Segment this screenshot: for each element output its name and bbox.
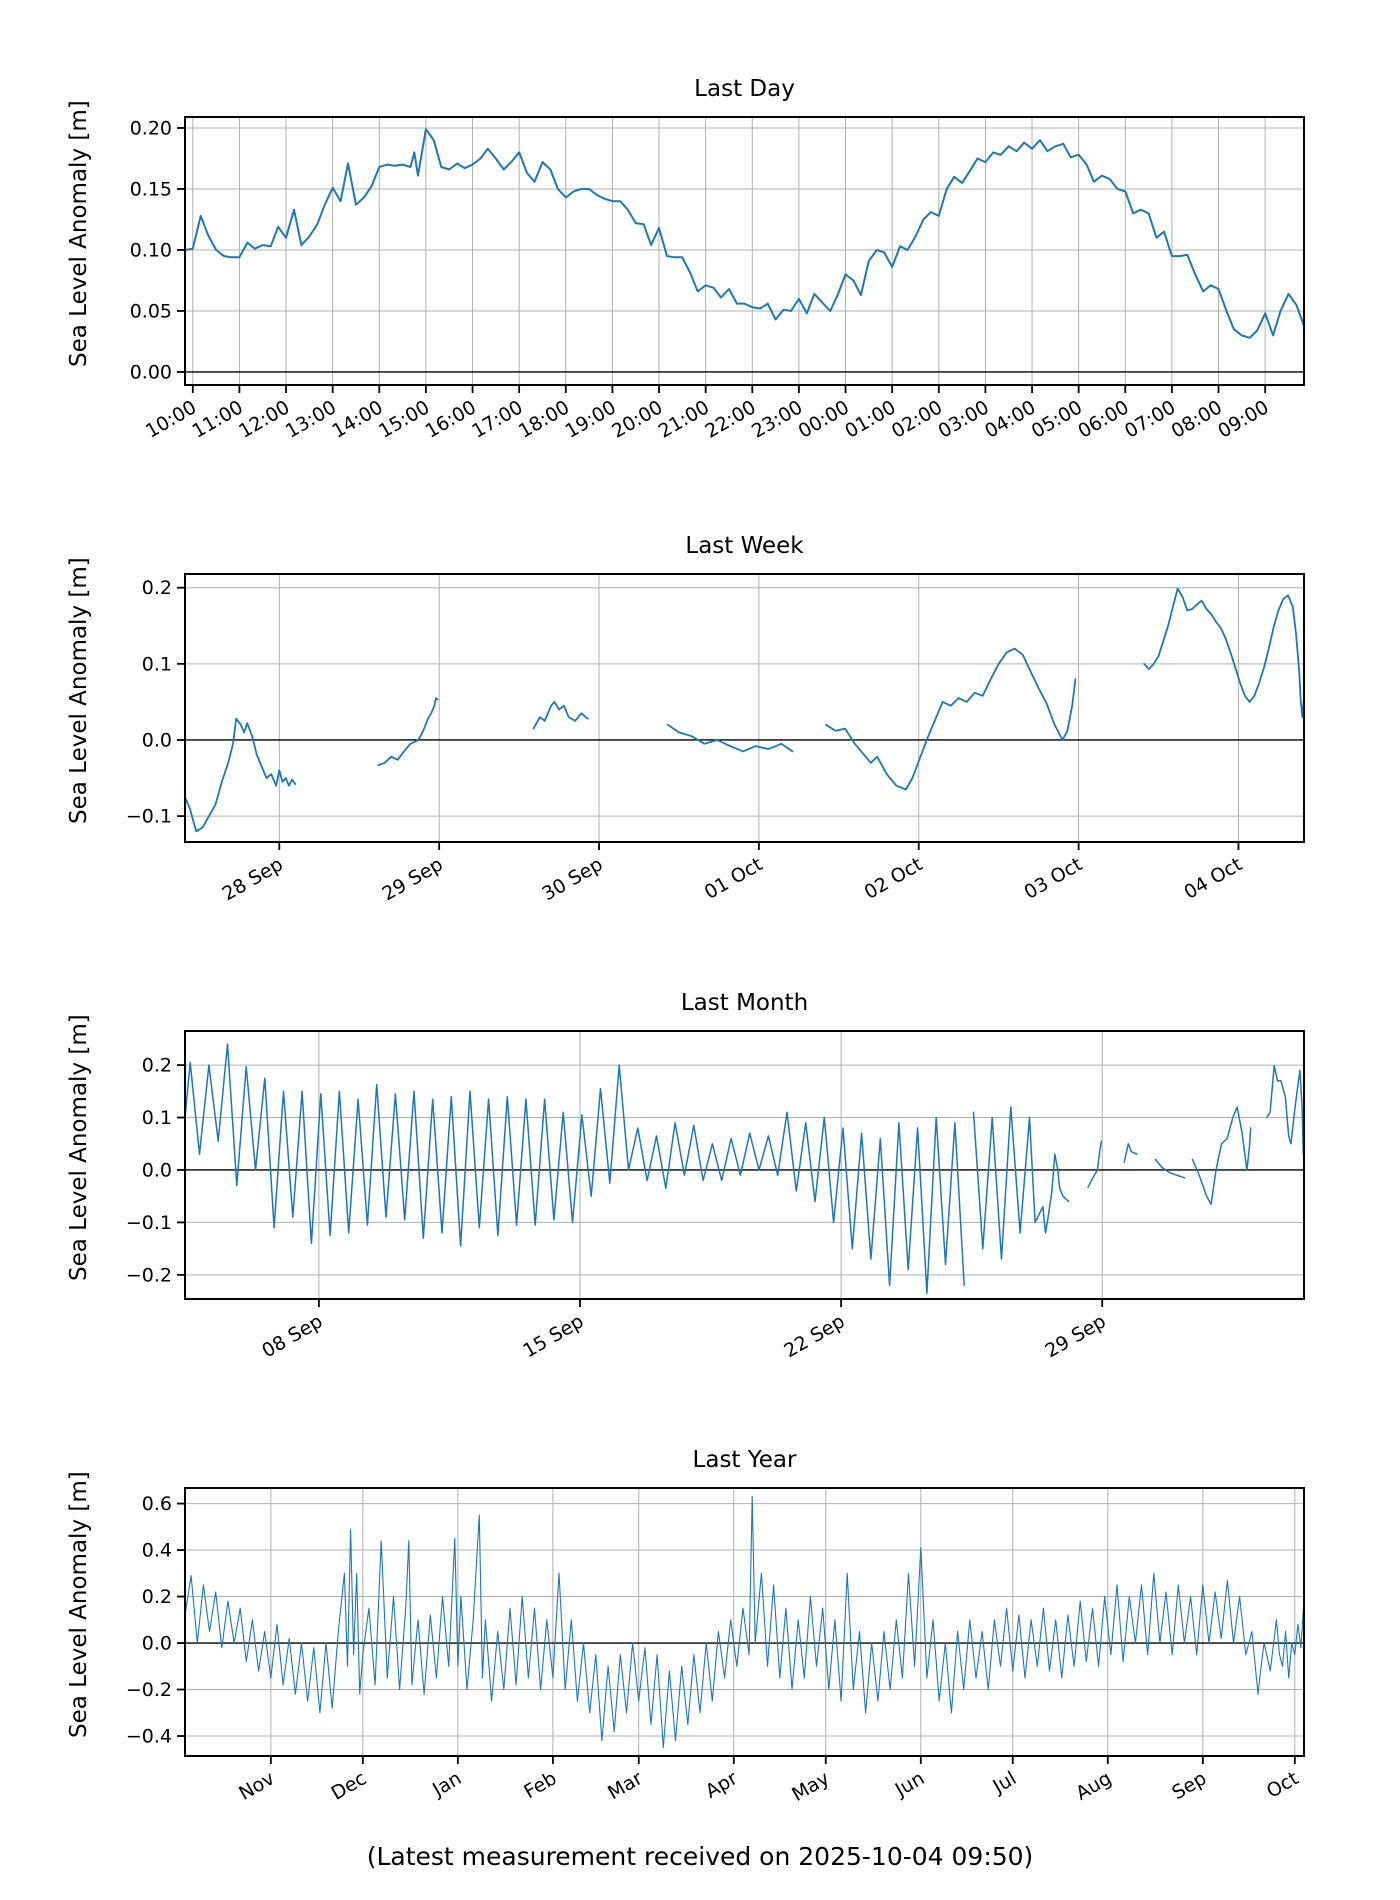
y-tick-label: 0.0 bbox=[142, 729, 172, 751]
x-tick-label: 20:00 bbox=[608, 396, 666, 442]
y-tick-label: 0.6 bbox=[142, 1493, 172, 1515]
x-tick-label: 04:00 bbox=[981, 396, 1039, 442]
x-tick-label: Mar bbox=[604, 1767, 646, 1804]
x-tick-label: 08:00 bbox=[1168, 396, 1226, 442]
chart-title-last-year: Last Year bbox=[692, 1447, 797, 1473]
x-tick-label: 05:00 bbox=[1028, 396, 1086, 442]
x-tick-label: Apr bbox=[702, 1767, 742, 1803]
x-tick-label: Oct bbox=[1263, 1767, 1302, 1802]
x-tick-label: 28 Sep bbox=[219, 853, 287, 905]
y-tick-label: −0.1 bbox=[126, 1212, 172, 1234]
x-tick-label: 06:00 bbox=[1074, 396, 1132, 442]
y-tick-label: −0.1 bbox=[126, 806, 172, 828]
y-tick-label: 0.1 bbox=[142, 1107, 172, 1129]
y-axis-label-last-year: Sea Level Anomaly [m] bbox=[66, 1471, 92, 1738]
x-tick-label: 02:00 bbox=[888, 396, 946, 442]
x-tick-label: 02 Oct bbox=[861, 853, 927, 904]
x-tick-label: Dec bbox=[327, 1767, 370, 1804]
plot-frame bbox=[184, 116, 1305, 386]
x-tick-label: Jan bbox=[428, 1767, 465, 1801]
x-tick-label: Jun bbox=[891, 1767, 929, 1801]
x-tick-label: 22:00 bbox=[701, 396, 759, 442]
y-tick-label: 0.2 bbox=[142, 1586, 172, 1608]
x-tick-label: May bbox=[788, 1767, 833, 1806]
y-tick-label: 0.1 bbox=[142, 653, 172, 675]
x-tick-label: 15 Sep bbox=[519, 1310, 587, 1362]
y-tick-label: 0.10 bbox=[130, 239, 172, 261]
x-tick-label: 21:00 bbox=[655, 396, 713, 442]
y-tick-label: 0.0 bbox=[142, 1633, 172, 1655]
x-tick-label: 10:00 bbox=[142, 396, 200, 442]
y-tick-label: 0.15 bbox=[130, 178, 172, 200]
x-tick-label: Feb bbox=[520, 1767, 560, 1803]
x-tick-label: 12:00 bbox=[235, 396, 293, 442]
x-tick-label: 01:00 bbox=[841, 396, 899, 442]
x-tick-label: Aug bbox=[1072, 1767, 1115, 1805]
y-tick-label: 0.00 bbox=[130, 361, 172, 383]
x-tick-label: 09:00 bbox=[1214, 396, 1272, 442]
y-axis-label-last-month: Sea Level Anomaly [m] bbox=[66, 1014, 92, 1281]
plot-frame bbox=[184, 1487, 1305, 1757]
x-tick-label: 11:00 bbox=[188, 396, 246, 442]
x-tick-label: 29 Sep bbox=[1042, 1310, 1110, 1362]
x-tick-label: 23:00 bbox=[748, 396, 806, 442]
y-tick-label: 0.2 bbox=[142, 577, 172, 599]
x-tick-label: 00:00 bbox=[795, 396, 853, 442]
y-axis-label-last-week: Sea Level Anomaly [m] bbox=[66, 557, 92, 824]
x-tick-label: 13:00 bbox=[282, 396, 340, 442]
x-tick-label: Sep bbox=[1168, 1767, 1210, 1804]
y-tick-label: 0.05 bbox=[130, 300, 172, 322]
x-tick-label: 14:00 bbox=[328, 396, 386, 442]
y-axis-label-last-day: Sea Level Anomaly [m] bbox=[66, 100, 92, 367]
y-tick-label: −0.4 bbox=[126, 1726, 172, 1748]
footer-caption: (Latest measurement received on 2025-10-… bbox=[366, 1842, 1034, 1871]
y-tick-label: −0.2 bbox=[126, 1264, 172, 1286]
x-tick-label: 01 Oct bbox=[701, 853, 767, 904]
last-day-plot: 10:0011:0012:0013:0014:0015:0016:0017:00… bbox=[130, 116, 1305, 443]
y-tick-label: 0.2 bbox=[142, 1055, 172, 1077]
x-tick-label: 30 Sep bbox=[538, 853, 606, 905]
last-year-plot: Nov Dec Jan Feb Mar Apr May Jun Jul Aug Sep Oct 0.6 0… bbox=[126, 1487, 1305, 1806]
x-tick-label: Nov bbox=[235, 1767, 278, 1805]
series-line bbox=[184, 587, 1305, 833]
x-tick-label: 08 Sep bbox=[258, 1310, 326, 1362]
y-tick-label: −0.2 bbox=[126, 1679, 172, 1701]
x-tick-label: 03:00 bbox=[934, 396, 992, 442]
x-tick-label: 04 Oct bbox=[1180, 853, 1246, 904]
chart-title-last-month: Last Month bbox=[680, 990, 809, 1016]
x-tick-label: 16:00 bbox=[422, 396, 480, 442]
y-tick-label: 0.0 bbox=[142, 1159, 172, 1181]
y-tick-label: 0.4 bbox=[142, 1540, 172, 1562]
plot-frame bbox=[184, 573, 1305, 843]
last-week-plot: 28 Sep 29 Sep 30 Sep 01 Oct 02 Oct 03 Oct 04 O… bbox=[126, 573, 1305, 905]
x-tick-label: 29 Sep bbox=[378, 853, 446, 905]
series-line bbox=[184, 1043, 1305, 1294]
plot-frame bbox=[184, 1030, 1305, 1300]
x-tick-label: 18:00 bbox=[515, 396, 573, 442]
x-tick-label: 03 Oct bbox=[1020, 853, 1086, 904]
last-month-plot: 08 Sep 15 Sep 22 Sep 29 Sep 0.2 0.1 0.0 −0.1 −0.… bbox=[126, 1030, 1305, 1362]
x-tick-label: 07:00 bbox=[1121, 396, 1179, 442]
x-tick-label: Jul bbox=[989, 1767, 1021, 1798]
x-tick-label: 22 Sep bbox=[780, 1310, 848, 1362]
x-tick-label: 15:00 bbox=[375, 396, 433, 442]
chart-title-last-week: Last Week bbox=[685, 533, 804, 559]
x-tick-label: 19:00 bbox=[561, 396, 619, 442]
y-tick-label: 0.20 bbox=[130, 117, 172, 139]
x-tick-label: 17:00 bbox=[468, 396, 526, 442]
series-line bbox=[183, 128, 1305, 339]
chart-title-last-day: Last Day bbox=[694, 76, 795, 102]
series-line bbox=[184, 1496, 1305, 1749]
